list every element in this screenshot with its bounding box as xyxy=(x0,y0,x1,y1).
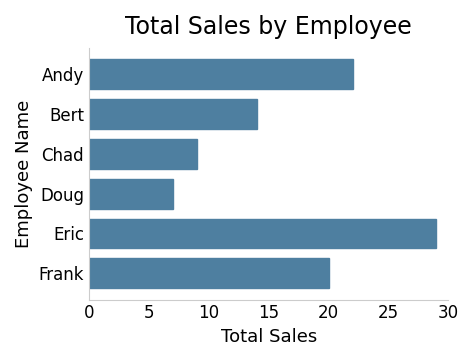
Bar xyxy=(89,99,257,129)
Bar xyxy=(89,218,437,248)
Y-axis label: Employee Name: Employee Name xyxy=(15,100,33,248)
Bar xyxy=(89,258,328,288)
Bar xyxy=(89,139,197,169)
Bar xyxy=(89,59,353,89)
Title: Total Sales by Employee: Total Sales by Employee xyxy=(125,15,412,39)
Bar xyxy=(89,179,173,209)
X-axis label: Total Sales: Total Sales xyxy=(220,328,317,346)
